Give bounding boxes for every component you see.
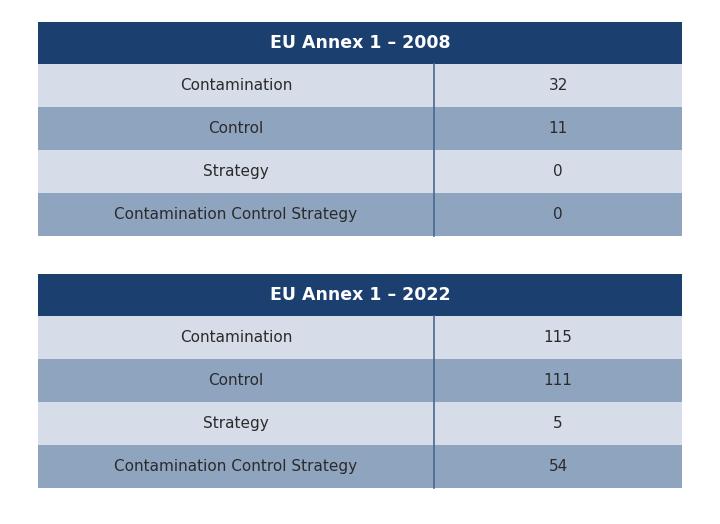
Text: Strategy: Strategy	[203, 416, 269, 431]
Text: Contamination: Contamination	[180, 330, 292, 345]
Bar	[38, 402, 682, 445]
Text: 0: 0	[553, 207, 563, 222]
Bar	[38, 107, 682, 150]
Text: Contamination: Contamination	[180, 78, 292, 93]
Text: 32: 32	[549, 78, 567, 93]
Text: 11: 11	[549, 121, 567, 136]
Text: 0: 0	[553, 164, 563, 179]
Bar	[38, 150, 682, 193]
Text: 115: 115	[544, 330, 572, 345]
Bar	[38, 316, 682, 359]
Bar	[38, 274, 682, 316]
Text: Contamination Control Strategy: Contamination Control Strategy	[114, 207, 358, 222]
Text: EU Annex 1 – 2008: EU Annex 1 – 2008	[270, 34, 450, 52]
Bar	[38, 22, 682, 64]
Text: Control: Control	[208, 121, 264, 136]
Text: 54: 54	[549, 459, 567, 474]
Bar	[38, 193, 682, 236]
Bar	[38, 64, 682, 107]
Text: Strategy: Strategy	[203, 164, 269, 179]
Text: 5: 5	[553, 416, 563, 431]
Text: Contamination Control Strategy: Contamination Control Strategy	[114, 459, 358, 474]
Text: 111: 111	[544, 373, 572, 388]
Text: Control: Control	[208, 373, 264, 388]
Bar	[38, 445, 682, 488]
Bar	[38, 359, 682, 402]
Text: EU Annex 1 – 2022: EU Annex 1 – 2022	[270, 286, 450, 304]
